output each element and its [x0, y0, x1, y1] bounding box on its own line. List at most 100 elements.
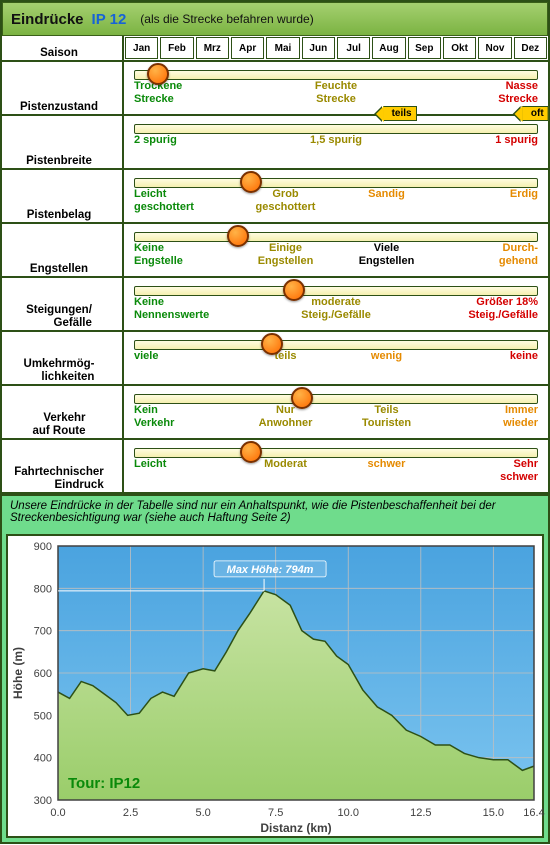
- rating-row: Fahrtechnischer Eindruck LeichtModeratsch…: [2, 440, 548, 494]
- page-container: Eindrücke IP 12 (als die Strecke befahre…: [0, 0, 550, 844]
- option-label: teils: [235, 350, 336, 363]
- svg-text:800: 800: [34, 583, 52, 595]
- option-label: Sandig: [336, 188, 437, 213]
- svg-text:600: 600: [34, 668, 52, 680]
- svg-text:16.4: 16.4: [523, 807, 544, 819]
- option-labels: Trockene StreckeFeuchte StreckeNasse Str…: [134, 80, 538, 105]
- months-row: Saison JanFebMrzAprMaiJunJulAugSepOktNov…: [2, 36, 548, 62]
- slider-marker: [227, 225, 249, 247]
- rating-row-body: vieleteilswenigkeine: [124, 332, 548, 384]
- option-label: Immer wieder: [437, 404, 538, 429]
- svg-text:Max Höhe: 794m: Max Höhe: 794m: [227, 564, 314, 576]
- slider-marker: [240, 441, 262, 463]
- rating-row-body: teilsoft2 spurig1,5 spurig1 spurig: [124, 116, 548, 168]
- svg-text:Höhe (m): Höhe (m): [11, 647, 25, 699]
- rating-row-body: Keine Nennenswertemoderate Steig./Gefäll…: [124, 278, 548, 330]
- svg-text:Tour: IP12: Tour: IP12: [68, 775, 140, 792]
- month-cell: Dez: [514, 37, 547, 59]
- slider-track: [134, 448, 538, 458]
- elevation-chart: 3004005006007008009000.02.55.07.510.012.…: [6, 534, 544, 838]
- option-label: Keine Nennenswerte: [134, 296, 269, 321]
- rating-row: Verkehr auf Route Kein VerkehrNur Anwohne…: [2, 386, 548, 440]
- option-label: Nasse Strecke: [403, 80, 538, 105]
- option-labels: Leicht geschottertGrob geschottertSandig…: [134, 188, 538, 213]
- option-labels: Keine EngstelleEinige EngstellenViele En…: [134, 242, 538, 267]
- rating-row-label: Verkehr auf Route: [2, 386, 124, 438]
- month-cell: Apr: [231, 37, 264, 59]
- svg-text:7.5: 7.5: [268, 807, 283, 819]
- svg-text:15.0: 15.0: [483, 807, 504, 819]
- rating-row: Steigungen/ Gefälle Keine Nennenswertemod…: [2, 278, 548, 332]
- rating-row-label: Pistenbelag: [2, 170, 124, 222]
- svg-text:2.5: 2.5: [123, 807, 138, 819]
- header: Eindrücke IP 12 (als die Strecke befahre…: [2, 2, 548, 36]
- note-text: Unsere Eindrücke in der Tabelle sind nur…: [2, 494, 548, 534]
- option-labels: vieleteilswenigkeine: [134, 350, 538, 363]
- month-cell: Jan: [125, 37, 158, 59]
- months-label: Saison: [2, 36, 124, 60]
- svg-text:10.0: 10.0: [338, 807, 359, 819]
- option-label: keine: [437, 350, 538, 363]
- rating-row-label: Fahrtechnischer Eindruck: [2, 440, 124, 492]
- slider-track: [134, 340, 538, 350]
- svg-text:5.0: 5.0: [195, 807, 210, 819]
- rating-row: Pistenbreiteteilsoft2 spurig1,5 spurig1 …: [2, 116, 548, 170]
- tag-arrow: oft: [522, 106, 549, 121]
- rating-row-body: Trockene StreckeFeuchte StreckeNasse Str…: [124, 62, 548, 114]
- slider-marker: [291, 387, 313, 409]
- rating-row-label: Umkehrmög- lichkeiten: [2, 332, 124, 384]
- option-labels: LeichtModeratschwerSehr schwer: [134, 458, 538, 483]
- rating-row-label: Pistenbreite: [2, 116, 124, 168]
- option-label: Leicht geschottert: [134, 188, 235, 213]
- option-label: Viele Engstellen: [336, 242, 437, 267]
- slider-track: [134, 70, 538, 80]
- month-cell: Mai: [266, 37, 299, 59]
- slider-marker: [261, 333, 283, 355]
- months-body: JanFebMrzAprMaiJunJulAugSepOktNovDez: [124, 36, 548, 60]
- svg-text:0.0: 0.0: [50, 807, 65, 819]
- header-subtitle: (als die Strecke befahren wurde): [140, 12, 313, 26]
- rating-row: PistenzustandTrockene StreckeFeuchte Str…: [2, 62, 548, 116]
- slider-track: [134, 124, 538, 134]
- slider-marker: [240, 171, 262, 193]
- svg-text:500: 500: [34, 710, 52, 722]
- option-labels: Keine Nennenswertemoderate Steig./Gefäll…: [134, 296, 538, 321]
- tag-arrow: teils: [383, 106, 417, 121]
- header-title-prefix: Eindrücke: [11, 11, 84, 28]
- month-cell: Jun: [302, 37, 335, 59]
- slider-track: [134, 232, 538, 242]
- slider-track: [134, 394, 538, 404]
- elevation-chart-container: 3004005006007008009000.02.55.07.510.012.…: [2, 534, 548, 842]
- option-label: Leicht: [134, 458, 235, 483]
- option-label: viele: [134, 350, 235, 363]
- rating-row-label: Steigungen/ Gefälle: [2, 278, 124, 330]
- option-label: Keine Engstelle: [134, 242, 235, 267]
- option-label: Nur Anwohner: [235, 404, 336, 429]
- option-label: schwer: [336, 458, 437, 483]
- rating-row-body: Leicht geschottertGrob geschottertSandig…: [124, 170, 548, 222]
- rating-row: EngstellenKeine EngstelleEinige Engstell…: [2, 224, 548, 278]
- option-label: Sehr schwer: [437, 458, 538, 483]
- option-label: wenig: [336, 350, 437, 363]
- option-label: 2 spurig: [134, 134, 269, 147]
- option-label: Durch- gehend: [437, 242, 538, 267]
- svg-text:Distanz (km): Distanz (km): [260, 821, 331, 835]
- rating-row: Umkehrmög- lichkeiten vieleteilswenigkein…: [2, 332, 548, 386]
- option-label: Einige Engstellen: [235, 242, 336, 267]
- option-label: Größer 18% Steig./Gefälle: [403, 296, 538, 321]
- slider-track: [134, 286, 538, 296]
- option-label: Teils Touristen: [336, 404, 437, 429]
- slider-marker: [283, 279, 305, 301]
- rating-row: Pistenbelag Leicht geschottertGrob gescho…: [2, 170, 548, 224]
- svg-text:400: 400: [34, 753, 52, 765]
- month-cell: Aug: [372, 37, 405, 59]
- slider-marker: [147, 63, 169, 85]
- option-labels: Kein VerkehrNur AnwohnerTeils TouristenI…: [134, 404, 538, 429]
- month-cell: Jul: [337, 37, 370, 59]
- month-cell: Feb: [160, 37, 193, 59]
- option-label: Erdig: [437, 188, 538, 213]
- svg-text:900: 900: [34, 541, 52, 553]
- option-label: 1,5 spurig: [269, 134, 404, 147]
- svg-text:300: 300: [34, 795, 52, 807]
- rating-row-body: LeichtModeratschwerSehr schwer: [124, 440, 548, 492]
